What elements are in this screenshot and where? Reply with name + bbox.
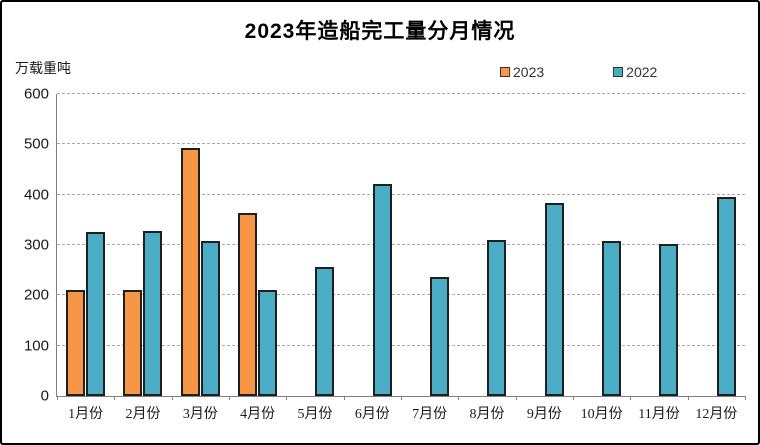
- x-label-9月份: 9月份: [526, 407, 562, 422]
- category-cell-10月份: [573, 94, 630, 396]
- x-label-2月份: 2月份: [125, 407, 161, 422]
- x-label-10月份: 10月份: [580, 407, 623, 422]
- x-label-7月份: 7月份: [412, 407, 448, 422]
- category-cell-1月份: [57, 94, 114, 396]
- x-axis-tick: [114, 396, 116, 400]
- category-cell-6月份: [344, 94, 401, 396]
- legend-swatch-2023-icon: [500, 67, 510, 77]
- legend-swatch-2022-icon: [613, 67, 624, 77]
- x-label-6月份: 6月份: [354, 407, 390, 422]
- x-axis-tick: [286, 396, 288, 400]
- category-cell-3月份: [172, 94, 229, 396]
- x-axis-tick: [687, 396, 689, 400]
- y-axis-unit-label: 万载重吨: [15, 60, 71, 76]
- x-axis-tick: [57, 396, 58, 400]
- bar-2022-8月份: [487, 239, 507, 396]
- x-axis-tick: [745, 396, 746, 400]
- bar-2022-9月份: [544, 202, 564, 396]
- legend-item-2023: 2023: [500, 64, 544, 80]
- x-axis-tick: [630, 396, 632, 400]
- gridline-600: [57, 93, 745, 94]
- bar-2022-7月份: [430, 277, 450, 396]
- x-axis-tick: [515, 396, 517, 400]
- gridline-100: [57, 344, 745, 346]
- legend-label-2022: 2022: [626, 64, 658, 80]
- legend-label-2023: 2023: [513, 64, 545, 80]
- bar-2022-3月份: [200, 240, 220, 396]
- bar-2022-5月份: [315, 267, 335, 396]
- bar-2022-10月份: [602, 240, 622, 396]
- bar-2023-1月份: [66, 289, 86, 396]
- legend: 2023 2022: [500, 64, 657, 80]
- y-tick-label-400: 400: [23, 186, 49, 204]
- x-label-11月份: 11月份: [638, 407, 680, 422]
- bar-2022-6月份: [372, 184, 392, 396]
- x-axis-tick: [171, 396, 173, 400]
- x-axis-tick: [458, 396, 460, 400]
- y-tick-label-200: 200: [23, 286, 49, 304]
- bar-2023-2月份: [123, 289, 143, 396]
- category-cell-2月份: [114, 94, 171, 396]
- y-tick-label-300: 300: [23, 236, 49, 254]
- category-cell-4月份: [229, 94, 286, 396]
- x-axis-tick: [229, 396, 230, 400]
- bar-2022-11月份: [659, 243, 679, 396]
- x-label-12月份: 12月份: [695, 407, 738, 422]
- category-cell-8月份: [458, 94, 515, 396]
- x-label-8月份: 8月份: [469, 407, 505, 422]
- gridline-400: [57, 193, 745, 195]
- x-label-3月份: 3月份: [182, 407, 218, 422]
- bar-2022-2月份: [143, 230, 163, 396]
- x-axis-tick: [343, 396, 345, 400]
- bar-2022-12月份: [716, 197, 736, 396]
- x-label-5月份: 5月份: [297, 407, 333, 422]
- category-cell-12月份: [688, 94, 745, 396]
- legend-item-2022: 2022: [613, 64, 657, 80]
- x-axis-tick: [573, 396, 574, 400]
- x-label-1月份: 1月份: [68, 407, 104, 422]
- bar-2022-1月份: [86, 231, 106, 396]
- plot-area: 0 100 200 300 400 500 600 1月份 2月份 3月份 4月份 5月份 6月份 7月份…: [24, 87, 746, 422]
- y-tick-label-0: 0: [40, 387, 49, 405]
- bar-2022-4月份: [258, 290, 278, 396]
- y-tick-label-600: 600: [23, 85, 49, 103]
- x-label-4月份: 4月份: [240, 407, 276, 422]
- gridline-300: [57, 244, 745, 245]
- category-cell-11月份: [630, 94, 687, 396]
- y-tick-label-500: 500: [23, 135, 49, 153]
- bar-2023-4月份: [238, 213, 258, 396]
- category-cell-7月份: [401, 94, 458, 396]
- category-cell-9月份: [516, 94, 573, 396]
- category-cell-5月份: [286, 94, 343, 396]
- gridline-500: [57, 143, 745, 145]
- bar-2023-3月份: [180, 147, 200, 396]
- x-axis-tick: [401, 396, 402, 400]
- chart-title: 2023年造船完工量分月情况: [244, 20, 516, 43]
- y-tick-label-100: 100: [23, 337, 49, 355]
- gridline-200: [57, 294, 745, 296]
